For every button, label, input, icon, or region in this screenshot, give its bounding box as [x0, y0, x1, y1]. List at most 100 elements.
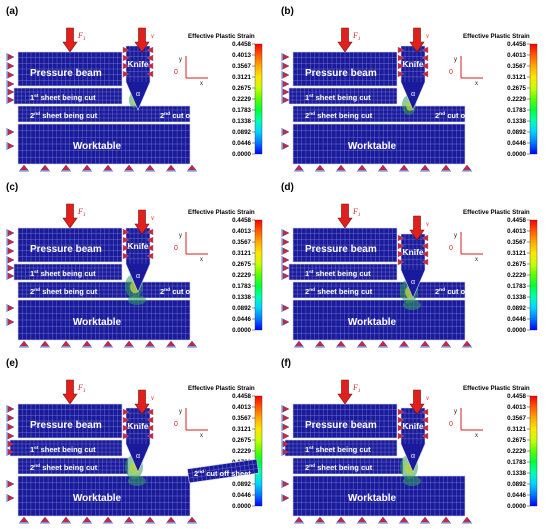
axis-origin-label: 0: [174, 245, 178, 252]
beam-side-support: [6, 256, 15, 264]
knife-support-left: [122, 228, 130, 236]
sheet-2-label: 2nd sheet being cut: [30, 111, 98, 120]
legend-value: 0.2675: [232, 437, 251, 444]
sheet-2-label: 2nd sheet being cut: [30, 463, 98, 472]
legend-value: 0.0892: [507, 305, 526, 312]
knife-force-arrow: [409, 27, 425, 53]
knife-force-arrow: [409, 389, 425, 415]
beam-side-support: [281, 62, 290, 70]
worktable-support: [441, 516, 451, 524]
sheet1-side-support: [281, 272, 290, 280]
worktable-support: [336, 516, 346, 524]
knife-support-right: [421, 234, 429, 242]
knife-label: Knife: [127, 421, 149, 431]
legend-value: 0.4013: [232, 52, 251, 59]
table-side-support: [6, 318, 15, 326]
legend-value: 0.0446: [232, 492, 251, 499]
legend-value: 0.4458: [507, 393, 526, 400]
knife-support-right: [421, 242, 429, 250]
worktable-support: [357, 516, 367, 524]
legend-value: 0.2229: [507, 96, 526, 103]
axis-y-label: y: [179, 409, 182, 415]
velocity-label: v: [426, 220, 430, 228]
sheet-2-label: 2nd sheet being cut: [30, 287, 98, 296]
table-side-support: [6, 142, 15, 150]
table-side-support: [281, 128, 290, 136]
legend-value: 0.2229: [507, 448, 526, 455]
worktable-support: [187, 164, 197, 172]
legend-value: 0.0000: [232, 151, 251, 158]
legend-value: 0.1338: [507, 118, 526, 125]
legend-value: 0.2229: [232, 272, 251, 279]
knife-support-left: [122, 236, 130, 244]
legend-value: 0.1338: [507, 294, 526, 301]
beam-side-support: [6, 247, 15, 255]
sheet-2-label: 2nd sheet being cut: [305, 287, 373, 296]
knife-label: Knife: [402, 247, 424, 257]
worktable-support: [103, 340, 113, 348]
legend-value: 0.1783: [232, 283, 251, 290]
sheet-1: [9, 439, 123, 457]
legend-value: 0.3121: [232, 426, 251, 433]
sheet1-side-support: [6, 88, 15, 96]
knife-angle-label: α: [411, 279, 415, 286]
legend-title: Effective Plastic Strain: [463, 209, 530, 216]
knife-support-right: [421, 408, 429, 416]
knife-support-left: [122, 46, 130, 54]
knife-support-left: [122, 416, 130, 424]
sheet-1-label: 1st sheet being cut: [305, 93, 371, 102]
cutoff-label: 2nd cut off sheet: [160, 287, 217, 296]
knife-support-left: [122, 54, 130, 62]
legend-value: 0.2675: [507, 261, 526, 268]
sheet-1-label: 1st sheet being cut: [305, 269, 371, 278]
beam-side-support: [6, 53, 15, 61]
axis-x-label: x: [200, 257, 203, 263]
worktable-support: [82, 516, 92, 524]
sheet-1-label: 1st sheet being cut: [30, 93, 96, 102]
sheet1-side-support: [281, 88, 290, 96]
knife-support-left: [397, 62, 405, 70]
worktable-support: [294, 340, 304, 348]
legend-value: 0.3567: [232, 239, 251, 246]
panel-d: (d) Effective Plastic Strain 0.4458 0.4013 0…: [275, 176, 550, 352]
legend-value: 0.0000: [507, 327, 526, 334]
force-label: F1: [77, 383, 86, 394]
worktable-support: [187, 340, 197, 348]
worktable-support: [124, 340, 134, 348]
worktable-support: [187, 516, 197, 524]
legend-title: Effective Plastic Strain: [463, 33, 530, 40]
panel-f: (f) Effective Plastic Strain 0.4458 0.4013 0…: [275, 352, 550, 528]
worktable-label: Worktable: [73, 141, 122, 152]
legend-value: 0.3567: [507, 63, 526, 70]
legend-value: 0.3567: [507, 415, 526, 422]
worktable-support: [82, 340, 92, 348]
legend-value: 0.0892: [507, 129, 526, 136]
worktable-label: Worktable: [348, 317, 397, 328]
worktable-support: [315, 340, 325, 348]
worktable: [292, 123, 466, 165]
knife-support-left: [397, 46, 405, 54]
legend-value: 0.2675: [507, 85, 526, 92]
velocity-label: v: [151, 394, 155, 402]
worktable-support: [19, 164, 29, 172]
knife-support-left: [122, 70, 130, 78]
velocity-label: v: [426, 32, 430, 40]
worktable-support: [378, 164, 388, 172]
knife-support-left: [397, 250, 405, 258]
axis-x-label: x: [200, 433, 203, 439]
knife: Knife α: [122, 227, 154, 293]
legend-value: 0.4013: [507, 404, 526, 411]
sheet1-side-support: [281, 96, 290, 104]
beam-side-support: [6, 62, 15, 70]
worktable-support: [399, 164, 409, 172]
knife-support-left: [397, 432, 405, 440]
legend-value: 0.0446: [507, 140, 526, 147]
legend-value: 0.3121: [507, 74, 526, 81]
legend-value: 0.3567: [232, 63, 251, 70]
knife-angle-label: α: [136, 273, 140, 280]
legend-value: 0.1338: [232, 294, 251, 301]
worktable-support: [294, 164, 304, 172]
worktable-support: [357, 164, 367, 172]
pressure-beam: [17, 51, 123, 87]
